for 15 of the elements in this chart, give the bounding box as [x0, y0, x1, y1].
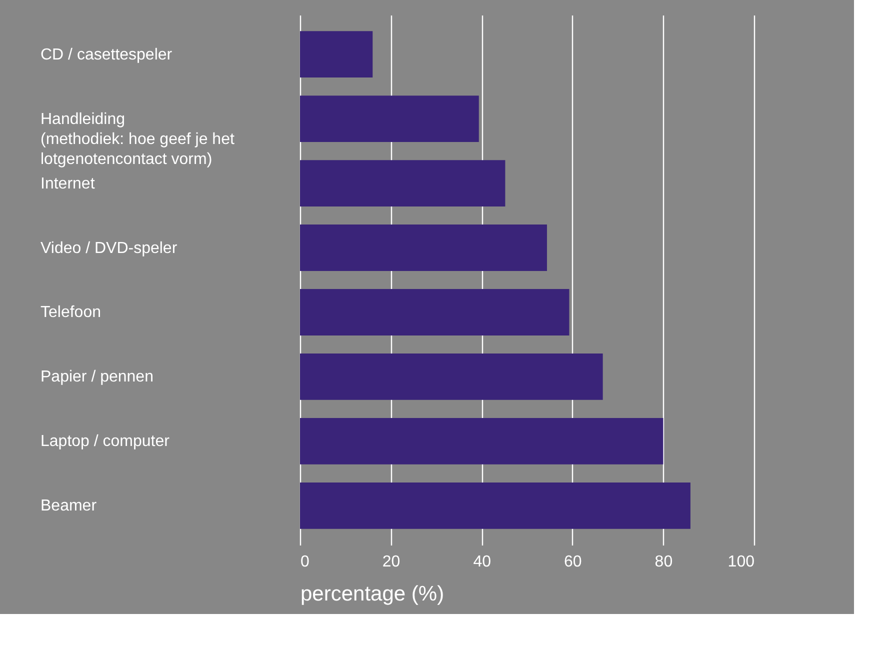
y-tick-label: Video / DVD-speler	[40, 240, 178, 257]
y-tick-label: CD / casettespeler	[40, 46, 173, 64]
x-tick-label: 100	[728, 554, 755, 570]
x-tick-label: 20	[382, 554, 400, 570]
x-tick-label: 0	[300, 554, 310, 570]
y-tick-label: Laptop / computer	[40, 433, 170, 450]
y-tick-label: Papier / pennen	[40, 368, 154, 386]
x-tick-label: 40	[473, 554, 492, 570]
x-tick-label: 80	[654, 554, 673, 570]
y-tick-label: Beamer	[40, 498, 98, 515]
y-tick-label: Telefoon	[40, 304, 101, 322]
y-tick-label: Handleiding (methodiek: hoe geef je het lotgenotencontact vorm)	[40, 110, 235, 168]
x-axis-title: percentage (%)	[300, 582, 444, 606]
y-tick-label: Internet	[40, 175, 96, 192]
x-tick-label: 60	[564, 554, 582, 570]
